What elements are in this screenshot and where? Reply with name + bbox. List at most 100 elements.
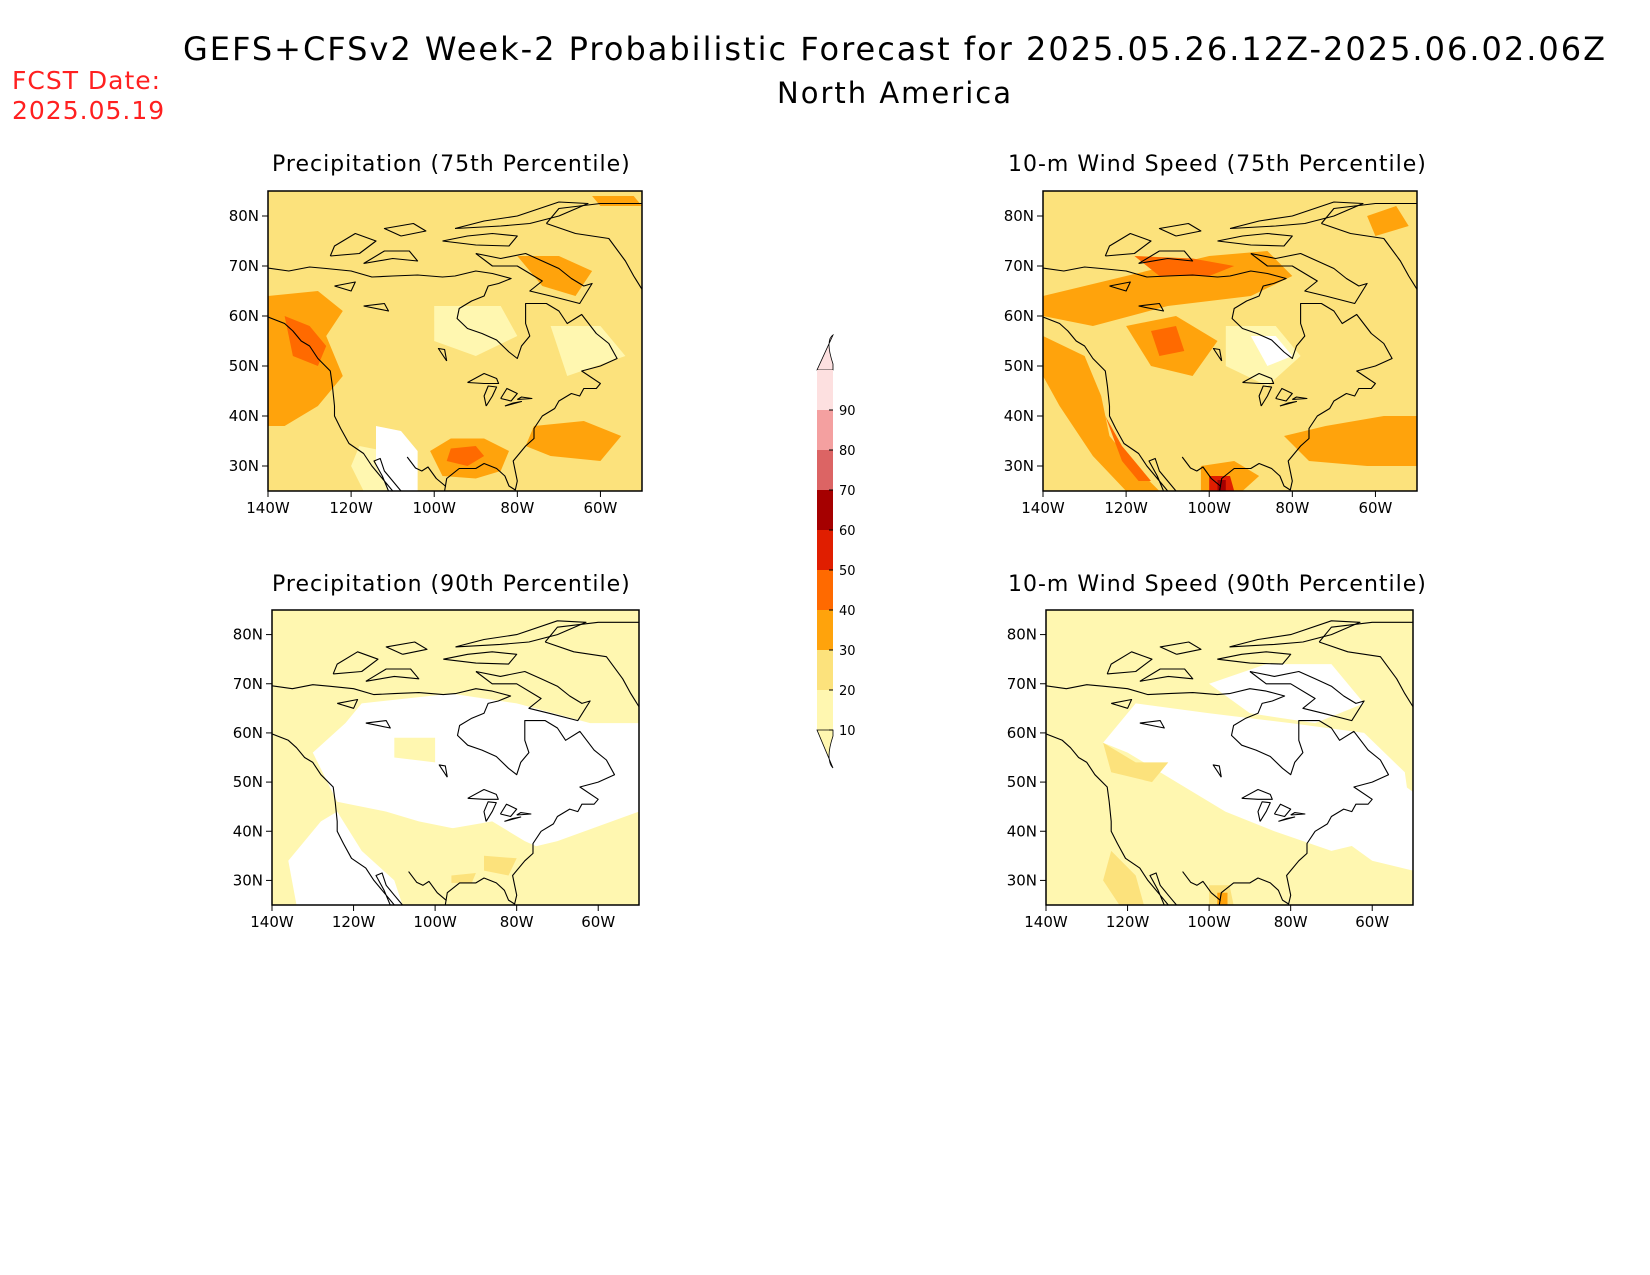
island-outline xyxy=(475,670,591,722)
map-panel-wind75: 140W 120W 100W 80W 60W 80N 70N 60N 50N 40N 30N xyxy=(1004,190,1418,517)
lat-tick-label: 50N xyxy=(233,773,263,791)
lake-outline xyxy=(1212,347,1223,362)
border-line xyxy=(1182,871,1221,902)
colorbar-label: 20 xyxy=(839,684,856,699)
island-outline xyxy=(455,620,587,648)
contour-fill xyxy=(1307,752,1413,871)
panel-title-wind75: 10-m Wind Speed (75th Percentile) xyxy=(1008,152,1427,177)
colorbar-label: 60 xyxy=(839,524,856,539)
colorbar-label: 30 xyxy=(839,644,856,659)
island-outline xyxy=(442,232,518,247)
contour-fill xyxy=(1103,850,1144,905)
island-outline xyxy=(1217,232,1293,247)
colorbar-swatch xyxy=(817,530,833,570)
panel-title-wind90: 10-m Wind Speed (90th Percentile) xyxy=(1008,572,1427,597)
lat-tick-label: 40N xyxy=(229,407,259,425)
lon-tick-label: 100W xyxy=(1187,499,1231,517)
lake-outline xyxy=(1258,385,1273,407)
colorbar-label: 10 xyxy=(839,724,856,739)
lake-outline xyxy=(500,387,518,402)
island-outline xyxy=(1104,232,1152,257)
lon-tick-label: 140W xyxy=(246,499,290,517)
contour-fill xyxy=(525,421,622,461)
island-outline xyxy=(1249,670,1365,722)
lat-tick-label: 50N xyxy=(229,357,259,375)
lake-outline xyxy=(517,396,533,401)
colorbar-swatch xyxy=(817,690,833,730)
lat-tick-label: 80N xyxy=(1007,626,1037,644)
lake-outline xyxy=(1139,720,1165,729)
contour-fill xyxy=(312,693,639,851)
contour-fill xyxy=(1284,416,1417,466)
contour-fill xyxy=(1151,326,1185,356)
lake-outline xyxy=(1292,396,1308,401)
island-outline xyxy=(383,222,427,237)
coastline-west xyxy=(268,316,402,491)
island-outline xyxy=(1158,222,1202,237)
island-outline xyxy=(1217,651,1292,665)
contour-fill xyxy=(517,256,593,296)
colorbar-swatch xyxy=(817,570,833,610)
lake-outline xyxy=(1273,803,1292,818)
lake-outline xyxy=(363,302,390,312)
contour-fill xyxy=(592,196,642,206)
lake-outline xyxy=(437,347,448,362)
coastline-east xyxy=(268,266,618,491)
contour-fill xyxy=(1367,206,1409,236)
lon-tick-label: 100W xyxy=(413,913,457,931)
lat-tick-label: 60N xyxy=(233,724,263,742)
lake-outline xyxy=(499,803,518,818)
lake-outline xyxy=(365,720,391,729)
colorbar-swatch xyxy=(817,370,833,410)
island-outline xyxy=(1250,252,1368,305)
contour-fill xyxy=(1105,416,1151,481)
lat-tick-label: 80N xyxy=(229,207,259,225)
forecast-date-value: 2025.05.19 xyxy=(12,96,166,125)
island-outline xyxy=(1106,651,1153,675)
map-panel-precip90: 140W 120W 100W 80W 60W 80N 70N 60N 50N 40N 30N xyxy=(233,609,640,931)
island-outline xyxy=(1229,620,1361,648)
island-outline xyxy=(443,651,518,665)
contour-fill xyxy=(1134,256,1235,276)
map-frame xyxy=(271,609,640,906)
island-outline xyxy=(475,252,593,305)
map-panel-wind90: 140W 120W 100W 80W 60W 80N 70N 60N 50N 40N 30N xyxy=(1007,609,1414,931)
lat-tick-label: 70N xyxy=(1007,675,1037,693)
lake-outline xyxy=(1275,387,1293,402)
contour-fill xyxy=(1250,336,1293,366)
lon-tick-label: 100W xyxy=(1187,913,1231,931)
contour-fill xyxy=(288,811,403,905)
island-outline xyxy=(1229,201,1364,230)
colorbar-swatch xyxy=(817,490,833,530)
lat-tick-label: 40N xyxy=(1007,822,1037,840)
lon-tick-label: 80W xyxy=(1274,913,1308,931)
border-line xyxy=(406,456,447,487)
colorbar-top-tip xyxy=(816,333,834,371)
coastline-greenland xyxy=(544,621,639,708)
contour-fill xyxy=(394,737,436,763)
coastline-west xyxy=(272,733,403,905)
lon-tick-label: 140W xyxy=(1024,913,1068,931)
lon-tick-label: 120W xyxy=(1106,913,1150,931)
island-outline xyxy=(1159,641,1202,655)
lon-tick-label: 140W xyxy=(250,913,294,931)
lake-outline xyxy=(504,816,522,822)
lat-tick-label: 70N xyxy=(229,257,259,275)
lat-tick-label: 60N xyxy=(1007,724,1037,742)
lat-tick-label: 30N xyxy=(233,871,263,889)
contour-fill xyxy=(484,855,517,876)
lon-tick-label: 60W xyxy=(1355,913,1389,931)
lake-outline xyxy=(1242,372,1275,385)
lat-tick-label: 60N xyxy=(229,307,259,325)
lake-outline xyxy=(1109,281,1131,292)
coastline-greenland xyxy=(1318,621,1413,708)
lon-tick-label: 80W xyxy=(1275,499,1309,517)
region-subtitle: North America xyxy=(777,76,1013,110)
island-outline xyxy=(454,201,589,230)
colorbar-swatch xyxy=(817,450,833,490)
lake-outline xyxy=(1278,816,1296,822)
lake-outline xyxy=(467,372,500,385)
coastline-east xyxy=(1043,266,1393,491)
colorbar-legend: 10 20 30 40 50 60 70 80 90 xyxy=(816,333,856,769)
coastline-west xyxy=(1046,733,1177,905)
